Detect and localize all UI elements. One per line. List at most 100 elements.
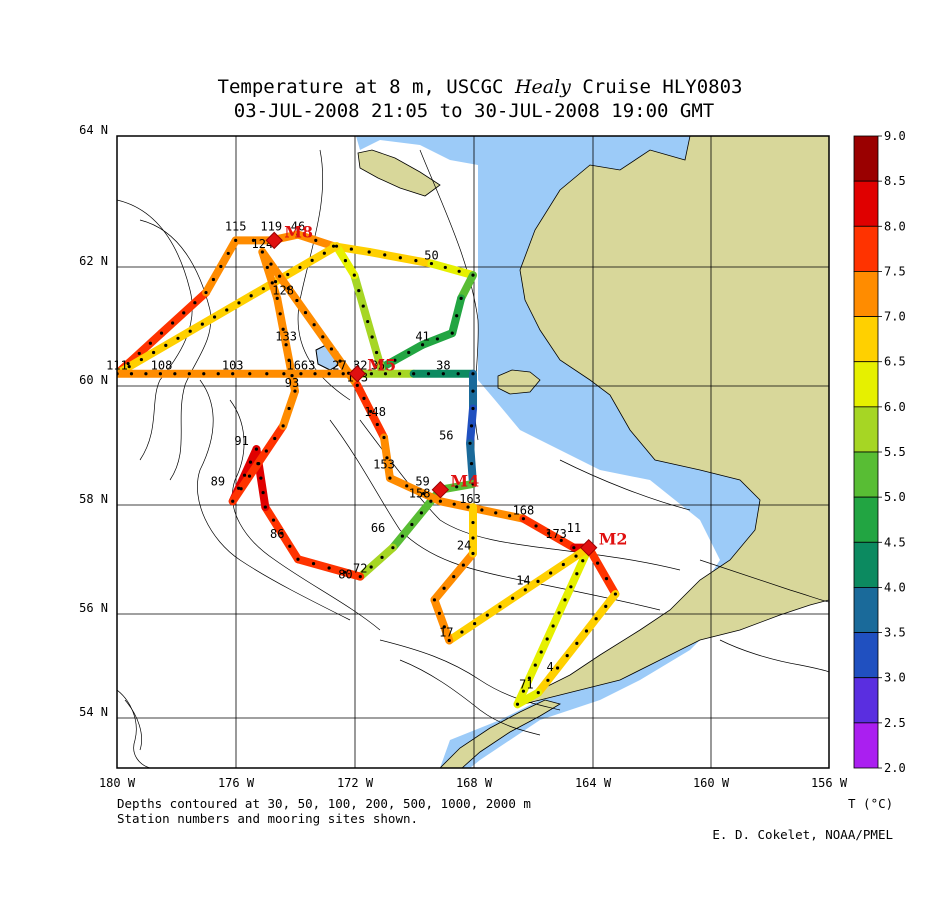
longitude-labels: 180 W 176 W 172 W 168 W 164 W 160 W 156 W <box>99 776 848 790</box>
track-dot <box>549 571 553 575</box>
colorbar-swatch <box>853 496 879 543</box>
station-label: 4 <box>547 660 554 674</box>
colorbar-tick-label: 8.5 <box>884 174 906 188</box>
track-dot <box>393 358 397 362</box>
station-label: 108 <box>151 359 173 373</box>
track-dot <box>303 310 308 315</box>
station-label: 173 <box>545 527 567 541</box>
track-dot <box>343 570 347 574</box>
track-dot <box>407 350 411 355</box>
track-dot <box>379 366 383 370</box>
mooring-label: M5 <box>367 356 396 375</box>
track-dot <box>173 372 177 376</box>
credit-line: E. D. Cokelet, NOAA/PMEL <box>712 827 893 842</box>
track-dot <box>231 372 235 376</box>
lat-tick-label: 58 N <box>79 492 108 506</box>
track-dot <box>383 253 387 257</box>
track-dot <box>237 486 241 490</box>
lon-tick-label: 156 W <box>811 776 848 790</box>
track-dot <box>397 372 402 376</box>
station-label: 158 <box>409 486 431 500</box>
track-dot <box>569 585 573 589</box>
track-dot <box>435 337 439 341</box>
track-dot <box>369 409 373 414</box>
track-dot <box>273 279 278 284</box>
station-label: 80 <box>338 567 352 581</box>
track-dot <box>469 461 474 466</box>
track-dot <box>349 247 353 251</box>
track-dot <box>369 372 373 376</box>
track-dot <box>281 327 285 331</box>
colorbar-tick-label: 4.5 <box>884 535 906 549</box>
track-segment <box>385 474 445 506</box>
track-dot <box>212 315 217 319</box>
station-label: 93 <box>285 376 299 390</box>
track-dot <box>469 424 474 428</box>
station-label: 17 <box>439 625 453 639</box>
track-dot <box>286 286 290 290</box>
track-dot <box>278 274 282 278</box>
colorbar-tick-label: 3.5 <box>884 626 906 640</box>
track-segment <box>457 271 477 303</box>
station-label: 27 <box>332 359 346 373</box>
colorbar-tick-label: 6.0 <box>884 400 906 414</box>
track-dot <box>455 314 459 318</box>
station-label: 111 <box>106 359 128 373</box>
track-dot <box>187 372 191 376</box>
colorbar-tick-label: 7.5 <box>884 264 906 278</box>
track-dot <box>358 575 362 579</box>
track-dot <box>471 273 475 277</box>
track-dot <box>254 447 259 451</box>
track-dot <box>261 287 265 291</box>
track-dot <box>438 499 442 503</box>
alaska-mainland <box>519 136 829 706</box>
depth-contours <box>117 149 829 768</box>
track-dot <box>452 575 456 579</box>
track-dot <box>419 511 423 515</box>
track-dot <box>188 329 192 333</box>
track-dot <box>331 244 336 248</box>
track-segment <box>273 294 291 349</box>
station-label: 103 <box>222 359 244 373</box>
track-dot <box>299 372 303 376</box>
track-dot <box>362 396 366 400</box>
track-dot <box>288 544 292 548</box>
track-dot <box>295 298 299 303</box>
track-dot <box>385 456 389 460</box>
track-dot <box>388 476 392 480</box>
track-dot <box>412 372 416 376</box>
track-dot <box>278 312 282 316</box>
lon-tick-label: 180 W <box>99 776 136 790</box>
station-label: 1663 <box>286 359 315 373</box>
colorbar-tick-label: 2.0 <box>884 761 906 775</box>
track-dot <box>485 613 489 617</box>
track-dot <box>239 487 243 491</box>
track-dot <box>523 588 527 592</box>
track-segment <box>584 543 620 599</box>
track-dot <box>511 596 515 600</box>
track-dot <box>515 702 520 706</box>
track-dot <box>139 357 143 362</box>
track-dot <box>420 343 425 347</box>
track-dot <box>242 473 247 477</box>
track-dot <box>357 289 361 293</box>
colorbar-tick-label: 9.0 <box>884 129 906 143</box>
track-dot <box>414 259 418 263</box>
track-dot <box>565 654 569 658</box>
plot-frame <box>116 135 830 769</box>
track-dot <box>281 424 285 428</box>
track-station-dots <box>117 232 618 706</box>
track-dot <box>247 474 252 478</box>
colorbar-tick-label: 3.0 <box>884 671 906 685</box>
track-dot <box>321 335 325 339</box>
track-dot <box>521 517 526 521</box>
track-dot <box>374 350 379 355</box>
track-dot <box>507 514 512 518</box>
track-dot <box>312 323 316 327</box>
track-dot <box>442 586 446 590</box>
colorbar-swatch <box>853 361 879 408</box>
track-dot <box>182 311 186 315</box>
track-segment <box>258 247 362 390</box>
colorbar-swatch <box>853 271 879 317</box>
track-dot <box>270 281 274 285</box>
